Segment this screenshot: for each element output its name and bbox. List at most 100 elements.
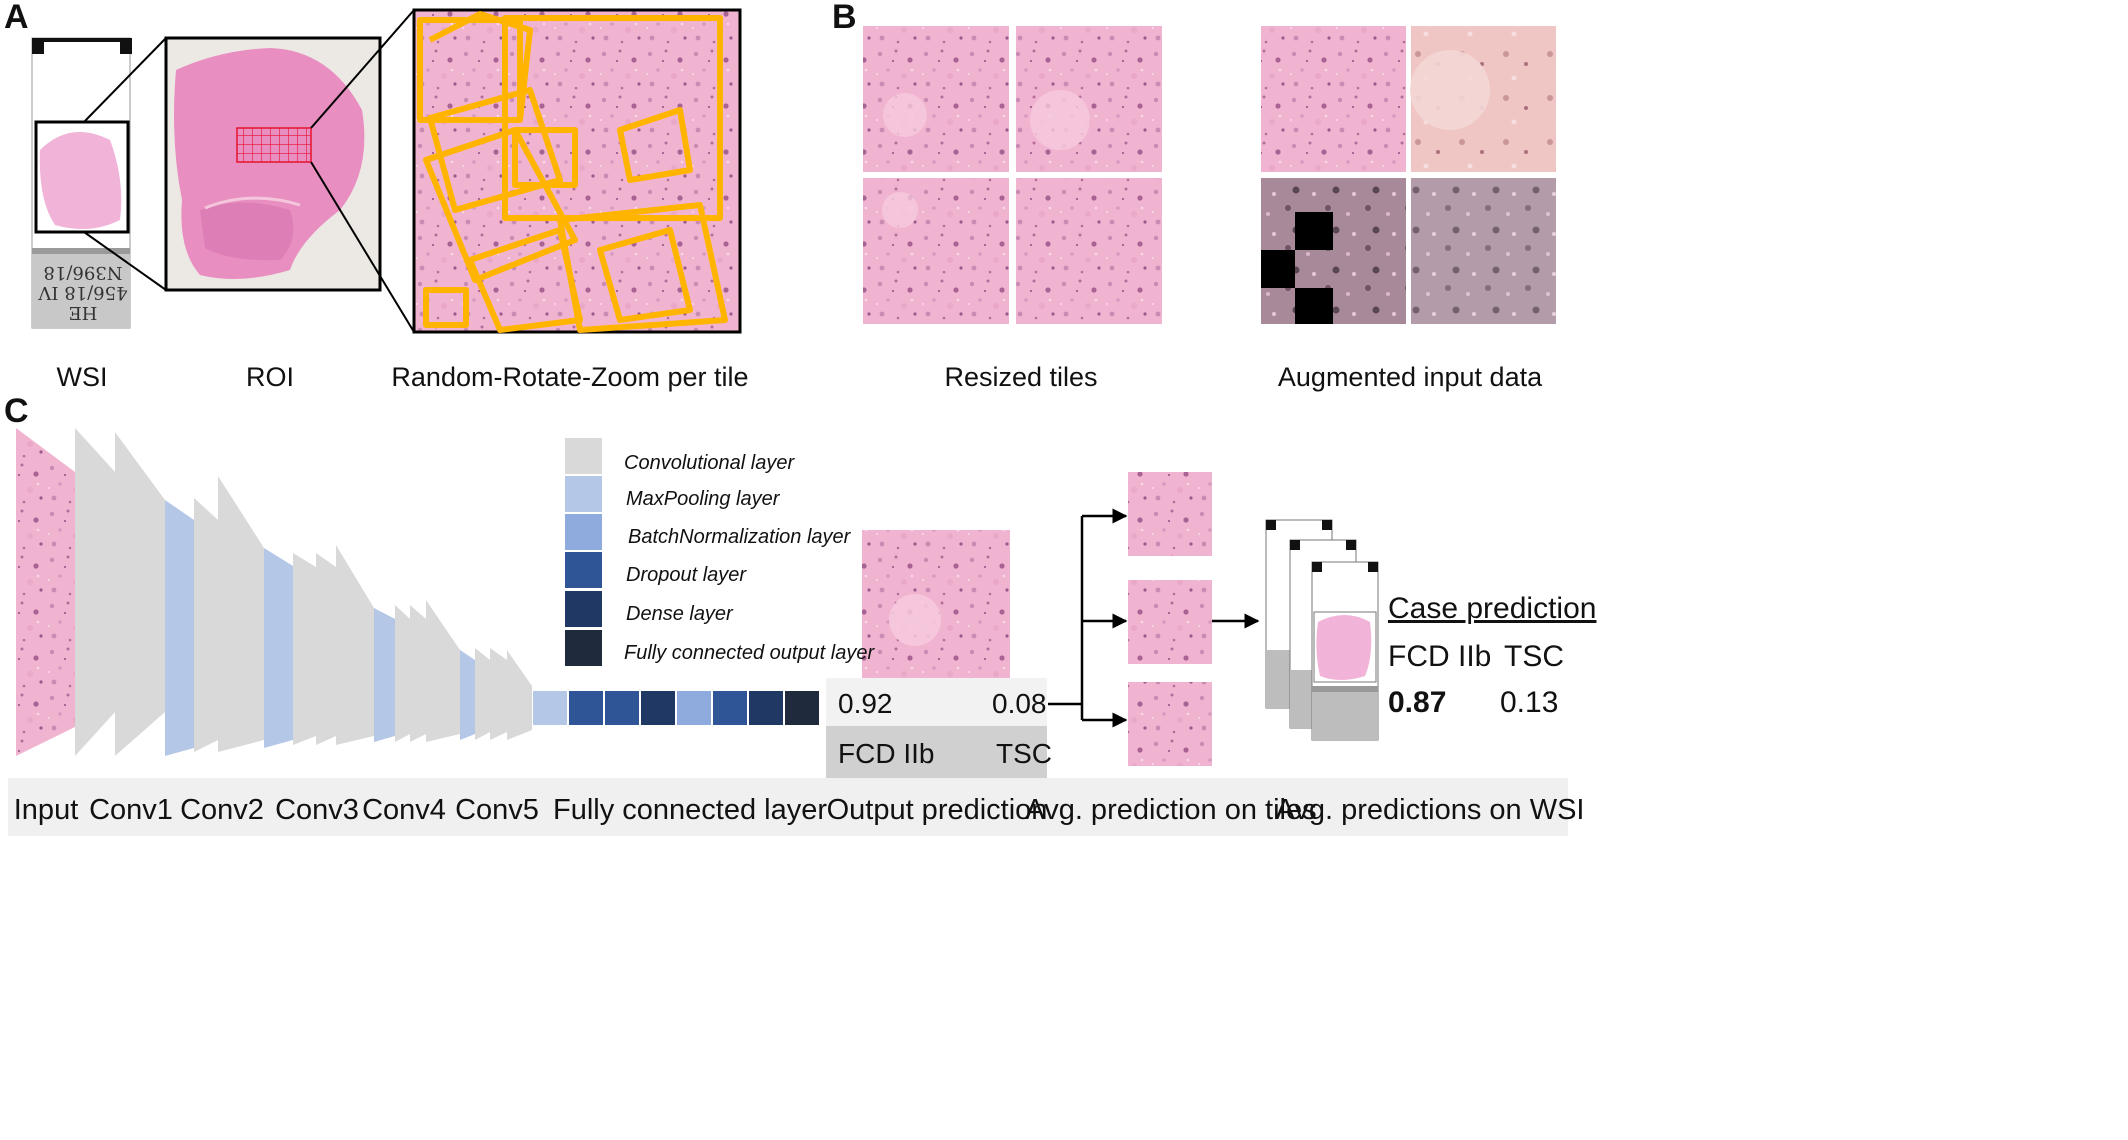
conv-layer (507, 650, 532, 740)
roi-image (164, 36, 382, 292)
rrz-tile-box (597, 227, 693, 323)
bottom-label-conv1: Conv1 (89, 794, 173, 826)
wsi-stack (1265, 519, 1379, 741)
resized-tiles (863, 26, 1162, 324)
rrz-tile-box (617, 107, 693, 183)
caption-resized-tiles: Resized tiles (944, 362, 1098, 392)
fc-block (677, 691, 711, 725)
fc-block (533, 691, 567, 725)
conv-layer (475, 648, 490, 740)
avg-tile (1128, 472, 1212, 556)
legend-swatch-fc-output (565, 630, 602, 666)
rrz-tile-box (512, 127, 578, 188)
bottom-label-avg-wsi: Avg. predictions on WSI (1275, 794, 1585, 826)
bottom-label-conv4: Conv4 (362, 794, 446, 826)
fc-block (569, 691, 603, 725)
zoom-line (83, 231, 167, 291)
cnn-layers (75, 428, 532, 756)
output-class-fcd: FCD IIb (838, 738, 935, 769)
branch-arrows (1048, 508, 1260, 728)
panel-letter-a: A (4, 0, 29, 36)
zoom-line (310, 161, 415, 333)
bottom-label-conv5: Conv5 (455, 794, 539, 826)
rrz-tile-box (428, 11, 533, 121)
conv-layer (426, 600, 460, 742)
legend-swatch-dropout (565, 552, 602, 588)
case-prediction-title: Case prediction (1388, 592, 1597, 625)
bottom-label-bar (8, 778, 1568, 836)
output-classes-row (826, 726, 1047, 778)
augmented-tiles (1261, 26, 1556, 324)
fc-block (749, 691, 783, 725)
avg-tile (1128, 580, 1212, 664)
legend-swatch-conv (565, 438, 602, 474)
zoom-line (310, 9, 415, 129)
rrz-tile-box (423, 287, 469, 328)
fc-block (641, 691, 675, 725)
conv-layer (336, 545, 374, 745)
caption-augmented: Augmented input data (1277, 362, 1543, 392)
bottom-label-conv3: Conv3 (275, 794, 359, 826)
maxpool-layer (374, 608, 395, 742)
case-value-tsc: 0.13 (1500, 686, 1559, 719)
cutout-square (1295, 288, 1333, 324)
caption-wsi: WSI (56, 362, 108, 392)
maxpool-layer (264, 548, 293, 748)
legend-label-conv: Convolutional layer (624, 452, 795, 474)
resized-tile (863, 26, 1009, 172)
fc-block (605, 691, 639, 725)
output-value-tsc: 0.08 (992, 688, 1047, 719)
fc-blocks (533, 691, 819, 725)
case-value-fcd: 0.87 (1388, 686, 1447, 719)
zoom-line (83, 37, 167, 123)
panel-letter-b: B (832, 0, 857, 36)
conv-layer (293, 553, 316, 745)
cutout-square (1261, 250, 1295, 288)
wsi-roi-box (34, 120, 130, 234)
conv-layer (115, 432, 165, 756)
bottom-label-output: Output prediction (826, 794, 1048, 826)
resized-tile (1016, 178, 1162, 324)
layer-legend (565, 438, 602, 666)
case-class-fcd: FCD IIb (1388, 640, 1492, 673)
rrz-tile-box (467, 227, 583, 333)
augmented-tile (1261, 26, 1406, 172)
legend-swatch-dense (565, 591, 602, 627)
conv-layer (490, 648, 507, 740)
cutout-square (1295, 212, 1333, 250)
conv-layer (410, 605, 426, 742)
bottom-label-avg-tiles: Avg. prediction on tiles (1025, 794, 1317, 826)
maxpool-layer (460, 650, 475, 740)
rrz-tiles-image (412, 8, 742, 334)
legend-label-fc-output: Fully connected output layer (624, 642, 875, 664)
output-class-tsc: TSC (996, 738, 1052, 769)
input-tile (16, 428, 75, 756)
slide-handwritten-label: HE 456/18 IV N396/18 (38, 262, 128, 323)
conv-layer (194, 498, 218, 752)
legend-label-maxpool: MaxPooling layer (626, 488, 780, 510)
output-values-row (826, 678, 1047, 726)
panel-letter-c: C (4, 392, 29, 430)
fc-block (713, 691, 747, 725)
legend-label-dropout: Dropout layer (626, 564, 747, 586)
resized-tile (1016, 26, 1162, 172)
bottom-label-fc: Fully connected layer (552, 794, 828, 826)
conv-layer (218, 476, 264, 752)
caption-rrz: Random-Rotate-Zoom per tile (391, 362, 749, 392)
conv-layer (316, 553, 336, 745)
rrz-tile-box (427, 87, 563, 213)
rrz-tile-box (502, 15, 723, 221)
legend-label-dense: Dense layer (626, 603, 733, 625)
wsi-slide (31, 37, 132, 329)
maxpool-layer (165, 500, 194, 756)
bottom-label-input: Input (13, 794, 79, 826)
augmented-tile (1411, 178, 1556, 324)
case-class-tsc: TSC (1504, 640, 1564, 673)
conv-layer (75, 428, 115, 756)
legend-swatch-batchnorm (565, 514, 602, 550)
legend-label-batchnorm: BatchNormalization layer (628, 526, 851, 548)
legend-swatch-maxpool (565, 476, 602, 512)
conv-layer (395, 605, 410, 742)
bottom-label-conv2: Conv2 (180, 794, 264, 826)
